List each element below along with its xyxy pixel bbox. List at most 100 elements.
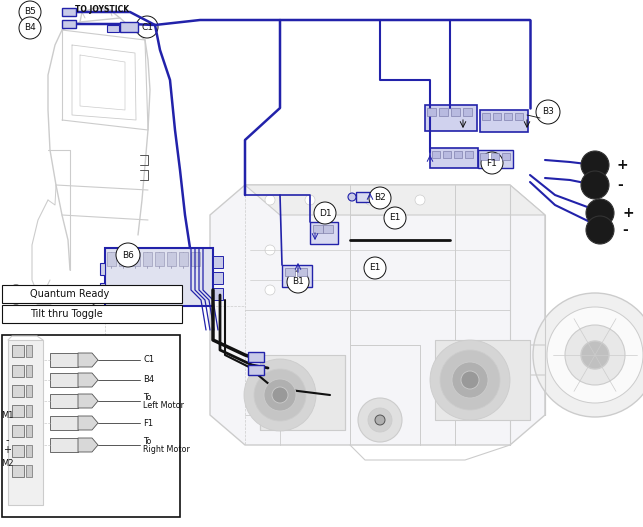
Text: B1: B1	[292, 278, 304, 287]
Circle shape	[272, 387, 288, 403]
Polygon shape	[78, 438, 98, 452]
Circle shape	[581, 341, 609, 369]
Circle shape	[19, 17, 41, 39]
Bar	[131, 252, 140, 266]
Bar	[248, 365, 264, 375]
Bar	[155, 252, 164, 266]
Bar	[454, 151, 462, 158]
Text: C1: C1	[143, 356, 154, 365]
Bar	[50, 373, 78, 387]
Bar	[2, 305, 182, 323]
Bar	[26, 385, 32, 397]
Bar	[451, 108, 460, 116]
Bar	[62, 8, 76, 16]
Text: B3: B3	[542, 108, 554, 116]
Circle shape	[581, 151, 609, 179]
Text: Tilt thru Toggle: Tilt thru Toggle	[30, 309, 103, 319]
Circle shape	[287, 271, 309, 293]
Text: -: -	[617, 178, 623, 192]
Circle shape	[244, 359, 316, 431]
Circle shape	[415, 195, 425, 205]
Text: -: -	[5, 435, 9, 445]
Bar	[310, 222, 338, 244]
Bar	[179, 252, 188, 266]
Circle shape	[461, 371, 479, 389]
Circle shape	[305, 195, 315, 205]
Circle shape	[586, 216, 614, 244]
Bar	[12, 405, 24, 417]
Text: +: +	[622, 206, 633, 220]
Polygon shape	[245, 185, 545, 215]
Text: Left Motor: Left Motor	[143, 401, 184, 409]
Circle shape	[314, 202, 336, 224]
Circle shape	[536, 100, 560, 124]
Bar	[491, 153, 499, 160]
Text: +: +	[3, 445, 11, 455]
Bar	[167, 252, 176, 266]
Bar	[435, 340, 530, 420]
Bar	[443, 151, 451, 158]
Polygon shape	[105, 248, 213, 306]
Bar	[504, 113, 512, 120]
Bar	[356, 192, 370, 202]
Bar	[26, 365, 32, 377]
Bar	[100, 283, 105, 295]
Bar	[213, 256, 223, 268]
Circle shape	[368, 408, 392, 432]
Circle shape	[265, 285, 275, 295]
Circle shape	[430, 340, 510, 420]
Bar	[463, 108, 472, 116]
Bar	[482, 113, 490, 120]
Bar	[12, 465, 24, 477]
Bar	[100, 263, 105, 275]
Bar	[107, 25, 119, 32]
Text: +: +	[617, 158, 629, 172]
Text: M2: M2	[1, 458, 14, 467]
Circle shape	[440, 350, 500, 410]
Bar	[12, 365, 24, 377]
Bar	[12, 425, 24, 437]
Bar	[50, 353, 78, 367]
Text: M1: M1	[1, 411, 14, 419]
Circle shape	[136, 16, 158, 38]
Circle shape	[481, 152, 503, 174]
Circle shape	[7, 285, 25, 303]
Circle shape	[364, 257, 386, 279]
Bar	[282, 265, 312, 287]
Text: C1: C1	[141, 23, 153, 32]
Bar	[119, 252, 128, 266]
Text: Quantum Ready: Quantum Ready	[30, 289, 109, 299]
Text: B4: B4	[24, 24, 36, 33]
Bar	[285, 268, 295, 276]
Circle shape	[365, 195, 375, 205]
Text: F1: F1	[143, 418, 153, 427]
Circle shape	[348, 193, 356, 201]
Circle shape	[586, 199, 614, 227]
Bar	[50, 416, 78, 430]
Bar	[213, 288, 223, 300]
Bar	[248, 352, 264, 362]
Bar	[26, 425, 32, 437]
Bar	[2, 335, 180, 517]
Bar	[143, 252, 152, 266]
Bar	[480, 153, 488, 160]
Bar	[465, 151, 473, 158]
Bar	[12, 445, 24, 457]
Text: B5: B5	[24, 7, 36, 16]
Bar	[50, 394, 78, 408]
Circle shape	[384, 207, 406, 229]
Text: D1: D1	[319, 209, 331, 218]
Circle shape	[369, 187, 391, 209]
Bar	[515, 113, 523, 120]
Bar	[12, 345, 24, 357]
Circle shape	[265, 195, 275, 205]
Bar	[439, 108, 448, 116]
Text: F1: F1	[487, 159, 498, 168]
Circle shape	[19, 1, 41, 23]
Circle shape	[375, 415, 385, 425]
Bar	[2, 285, 182, 303]
Bar	[430, 148, 478, 168]
Circle shape	[37, 298, 51, 312]
Bar	[313, 225, 323, 233]
Bar	[323, 225, 333, 233]
